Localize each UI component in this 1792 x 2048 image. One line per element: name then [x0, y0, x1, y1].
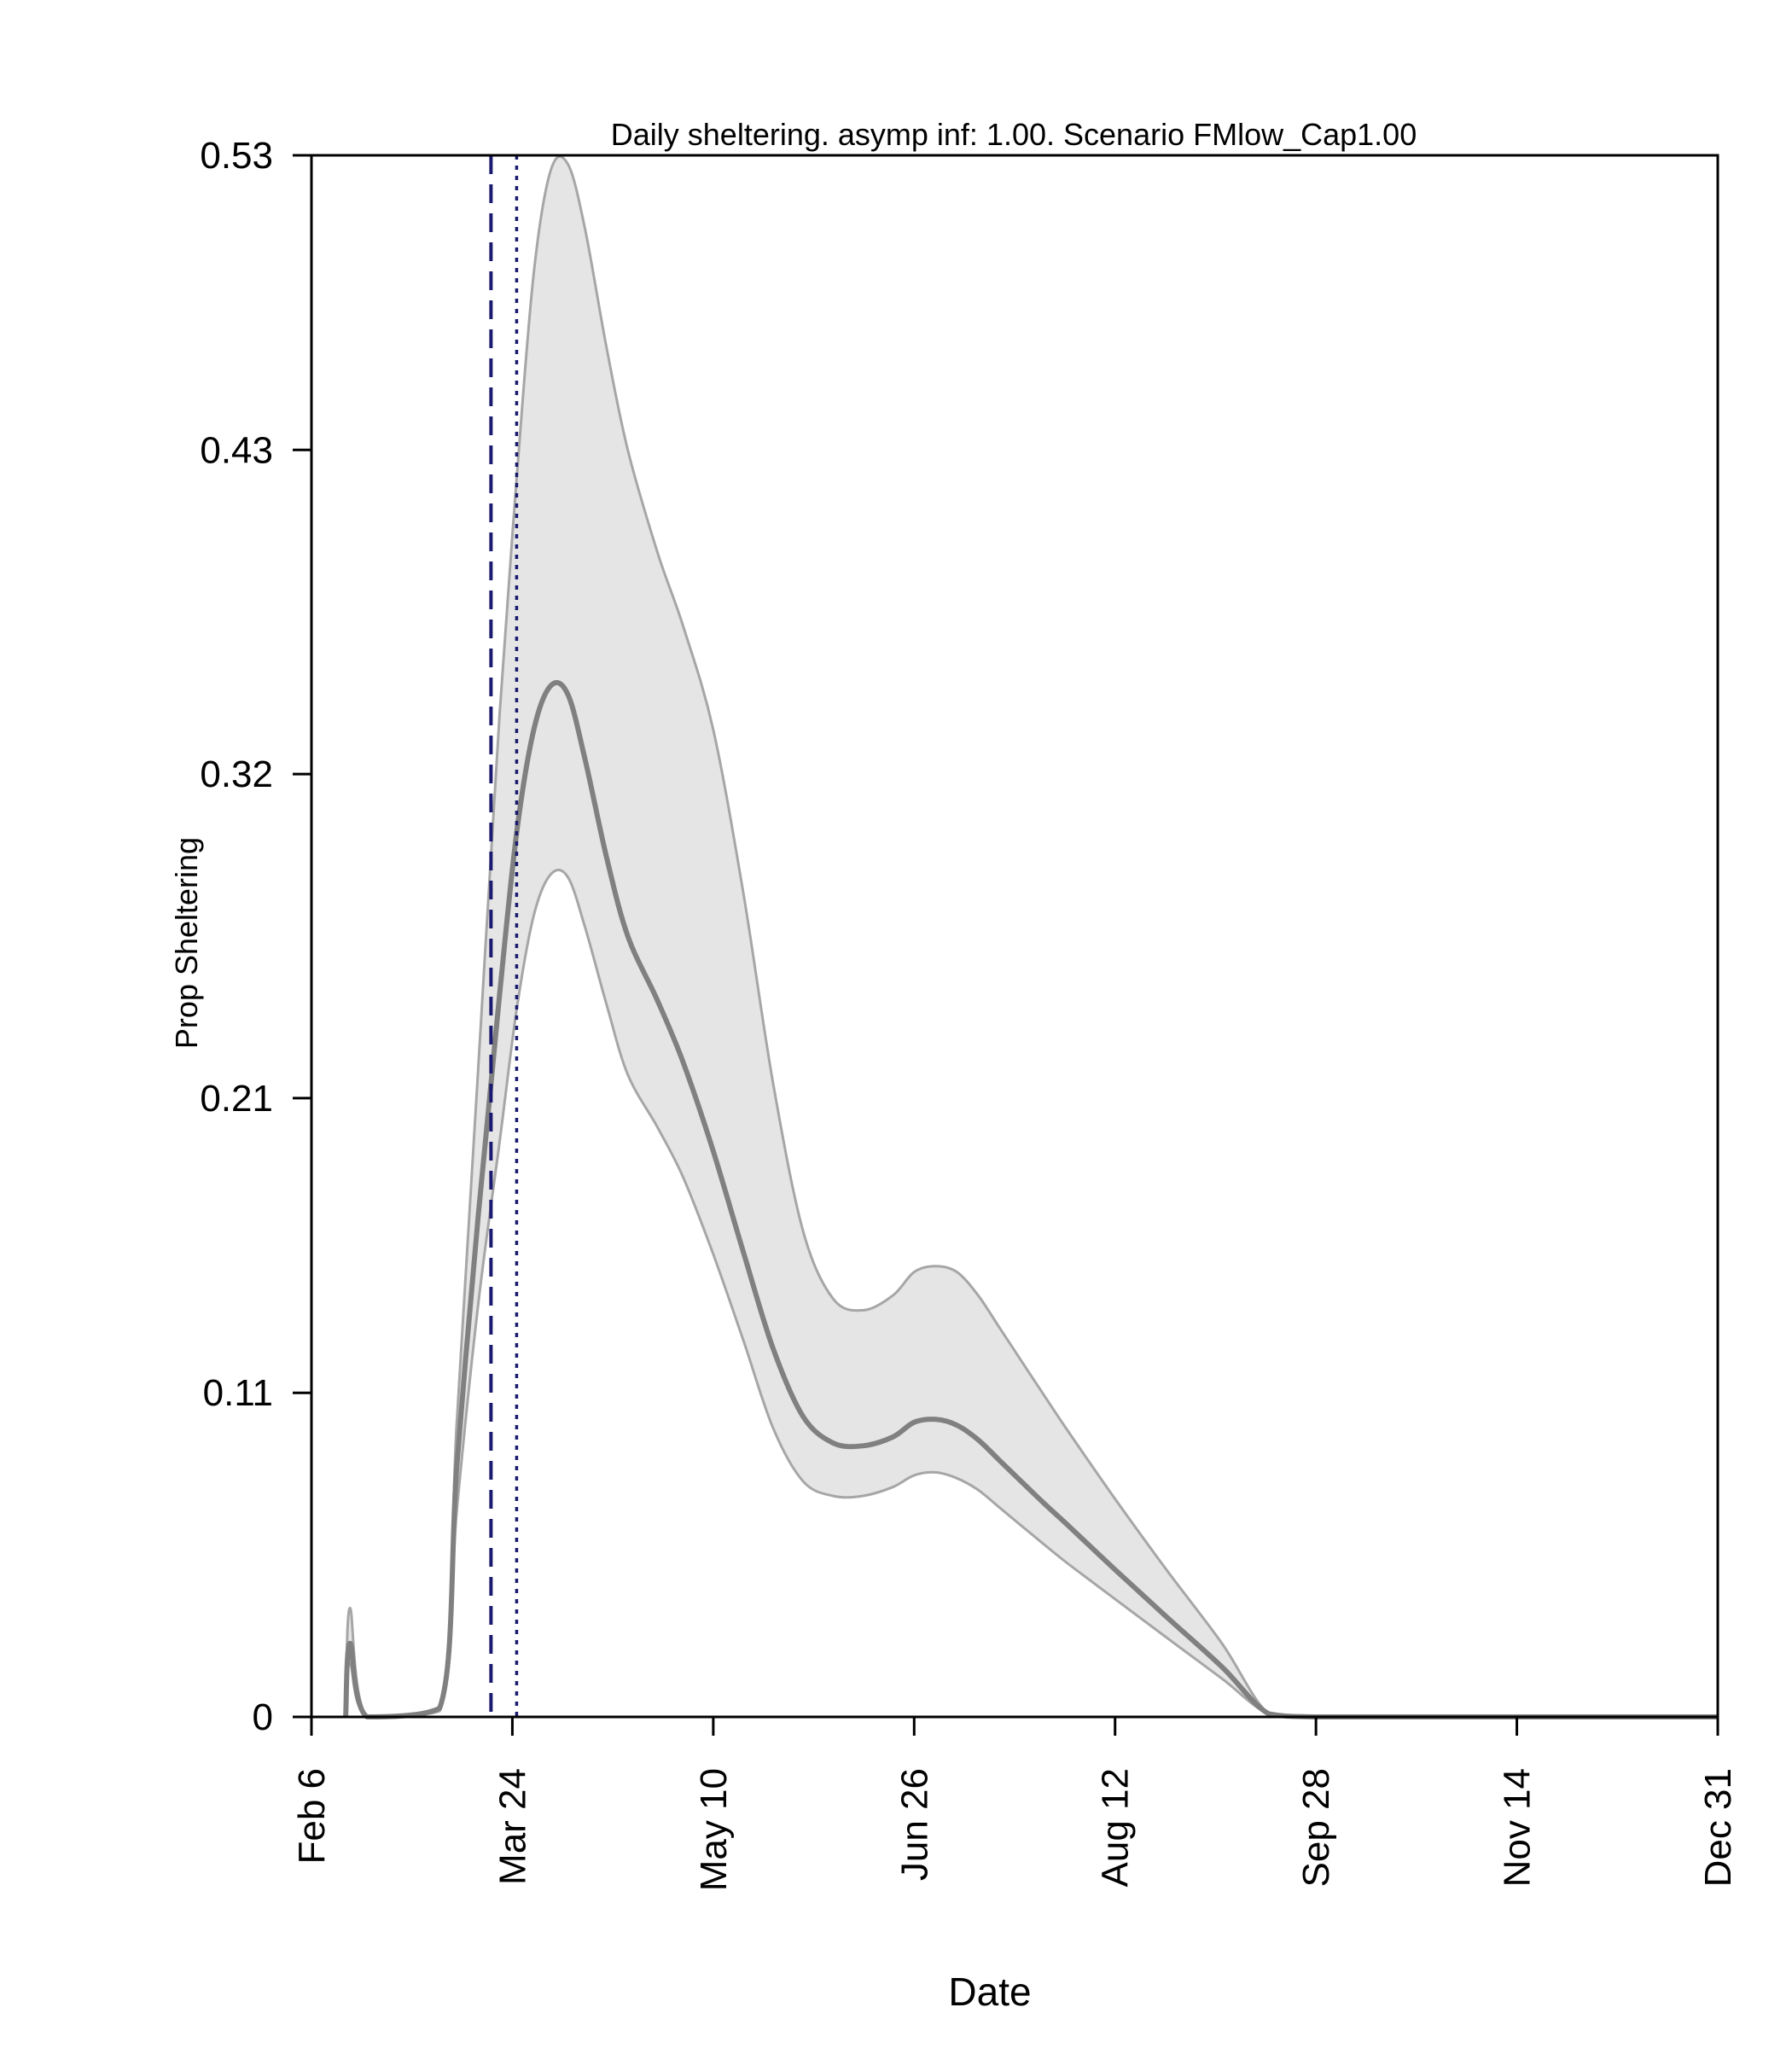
mean-line [343, 679, 1718, 1720]
x-tick-label: Aug 12 [1095, 1768, 1137, 1887]
upper-bound-line [344, 155, 1718, 1719]
y-tick-label: 0.21 [200, 1078, 273, 1120]
x-tick-label: Feb 6 [291, 1768, 333, 1865]
y-tick-label: 0.53 [200, 135, 273, 177]
plot-area: 0 0.11 0.21 0.32 0.43 0.53 Feb 6 Mar 24 May 10 Ju… [200, 135, 1739, 1891]
x-tick-label: May 10 [693, 1768, 735, 1891]
x-axis-title: Date [948, 1969, 1031, 2014]
plot-border [310, 154, 1719, 1719]
confidence-band [346, 156, 1719, 1718]
y-tick-label: 0.43 [200, 429, 273, 471]
x-tick-label: Nov 14 [1497, 1768, 1539, 1887]
lower-bound-line [344, 869, 1718, 1719]
x-tick-label: Sep 28 [1295, 1768, 1337, 1887]
chart-title: Daily sheltering. asymp inf: 1.00. Scena… [611, 117, 1417, 152]
y-tick-label: 0 [253, 1696, 273, 1738]
x-tick-label: Dec 31 [1697, 1768, 1739, 1887]
y-tick-label: 0.11 [203, 1372, 273, 1414]
x-tick-label: Mar 24 [492, 1768, 533, 1885]
y-axis-title: Prop Sheltering [169, 837, 204, 1049]
y-tick-label: 0.32 [200, 753, 273, 795]
x-tick-label: Jun 26 [893, 1768, 935, 1881]
